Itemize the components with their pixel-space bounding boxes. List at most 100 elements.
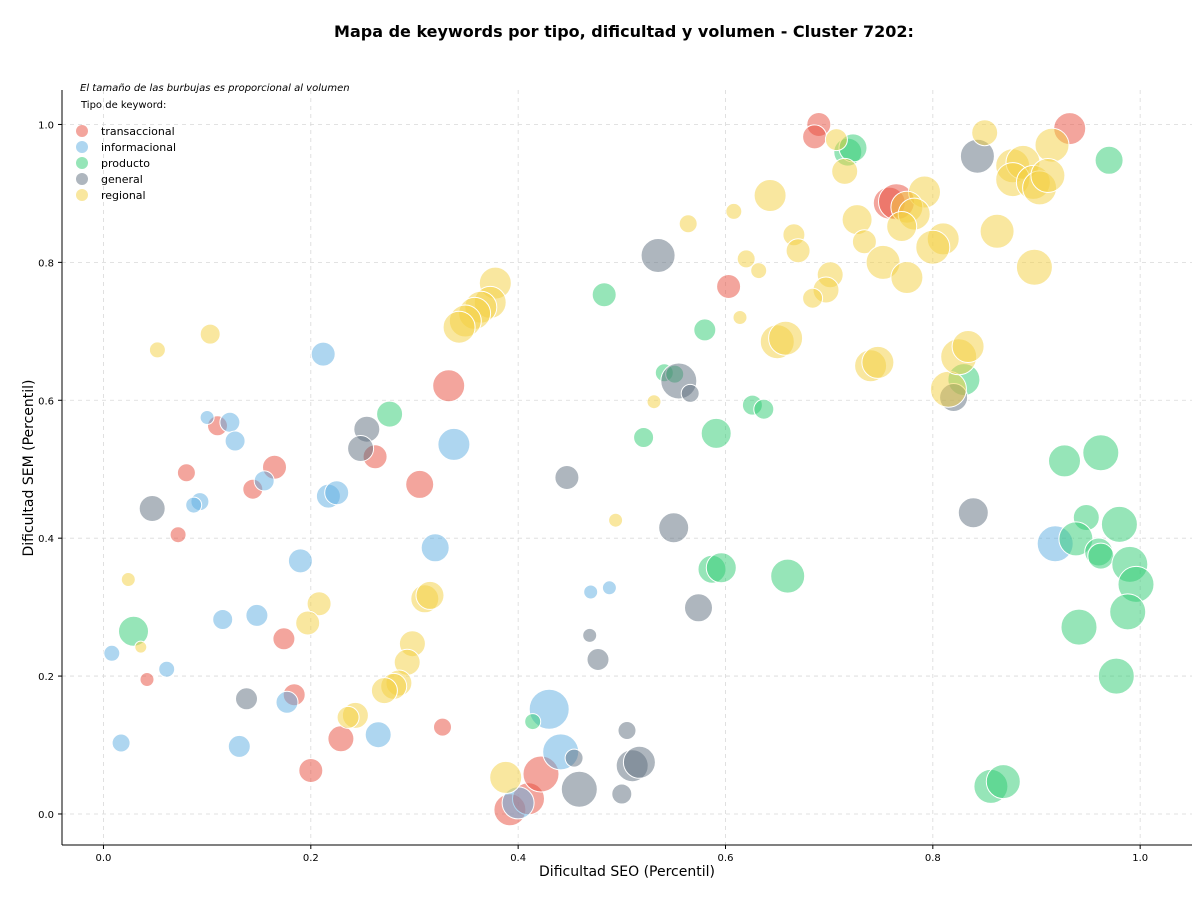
bubble-regional [890,261,924,294]
ticks: 0.0 0.2 0.4 0.6 0.8 1.0 0.0 0.2 0.4 0.6 0.8 1.0 [38,120,1148,864]
bubble-regional [489,760,523,794]
y-tick-label: 0.6 [38,396,54,407]
legend-swatch [76,141,88,153]
axes [61,90,1192,846]
bubble-transaccional [432,369,466,403]
bubble-informacional [224,430,246,452]
legend-swatch [76,189,88,201]
bubble-regional [929,370,967,408]
bubble-regional [753,179,787,212]
bubble-regional [678,214,698,234]
bubble-regional [306,591,332,617]
bubble-transaccional [716,274,742,299]
bubble-transaccional [802,124,828,150]
y-tick-label: 1.0 [38,120,54,131]
bubble-producto [118,615,149,647]
bubble-regional [370,677,398,705]
bubble-informacional [111,733,131,753]
bubble-regional [750,262,768,280]
legend-swatch [76,173,88,185]
bubble-informacional [103,644,121,662]
bubble-regional [979,213,1015,249]
bubble-informacional [275,690,299,714]
bubble-producto [1087,542,1115,570]
bubble-informacional [583,584,599,600]
bubble-informacional [437,427,471,461]
bubble-producto [1094,145,1124,175]
bubble-producto [376,400,404,428]
bubble-regional [732,310,748,325]
bubble-regional [120,572,136,587]
legend-item-general: general [76,173,143,186]
x-tick-label: 0.4 [510,853,526,864]
legend-item-regional: regional [76,189,146,202]
bubble-size-note: El tamaño de las burbujas es proporciona… [80,83,350,94]
bubble-general [560,770,598,808]
bubble-producto [770,558,806,594]
bubble-regional [415,580,445,610]
bubble-regional [865,244,901,280]
bubble-producto [591,282,617,308]
bubble-informacional [324,480,350,506]
bubble-producto [985,764,1021,800]
bubble-regional [971,119,999,147]
bubble-informacional [199,410,215,425]
y-tick-label: 0.0 [38,810,54,821]
bubble-general [564,748,584,768]
bubble-producto [1100,505,1138,543]
bubble-regional [725,202,743,220]
bubble-regional [199,323,221,345]
legend-label: regional [101,189,146,202]
x-tick-label: 1.0 [1132,853,1148,864]
bubble-transaccional [176,463,196,483]
bubble-informacional [420,533,450,563]
bubble-general [622,745,656,779]
bubble-general [582,627,598,643]
bubble-transaccional [298,758,324,783]
bubble-general [554,465,580,490]
bubble-regional [886,211,918,242]
series-informacional [103,341,1074,820]
bubble-regional [851,229,877,255]
series-producto [118,133,1155,804]
bubble-general [684,593,713,623]
bubble-regional [148,341,166,359]
bubble-regional [915,229,951,265]
bubble-transaccional [405,469,435,499]
bubble-producto [633,427,655,448]
bubble-general [617,721,637,740]
bubble-transaccional [272,627,296,651]
bubble-transaccional [169,526,187,544]
legend: El tamaño de las burbujas es proporciona… [76,83,350,202]
bubble-producto [705,552,737,584]
bubble-informacional [219,411,241,433]
bubble-regional [336,705,360,729]
legend-swatch [76,125,88,137]
bubble-informacional [364,721,392,749]
bubble-regional [608,512,624,528]
bubble-general [957,497,989,529]
x-axis-label: Dificultad SEO (Percentil) [539,864,715,880]
bubble-general [347,435,375,462]
x-tick-label: 0.6 [718,853,734,864]
chart-title: Mapa de keywords por tipo, dificultad y … [334,22,914,41]
x-tick-label: 0.0 [96,853,112,864]
bubble-regional [824,128,848,152]
bubble-regional [646,394,662,410]
legend-item-informacional: informacional [76,141,176,154]
bubble-regional [295,610,321,636]
y-tick-label: 0.4 [38,534,54,545]
bubble-producto [700,417,732,449]
bubble-producto [1048,444,1081,478]
bubble-producto [1060,608,1098,646]
series-transaccional [139,112,1087,827]
bubble-general [611,783,633,805]
grid [62,90,1192,845]
bubble-regional [951,330,985,363]
bubble-transaccional [139,672,155,687]
bubble-informacional [227,734,251,758]
legend-label: general [101,173,143,186]
legend-item-transaccional: transaccional [76,125,175,138]
bubble-producto [753,398,775,420]
